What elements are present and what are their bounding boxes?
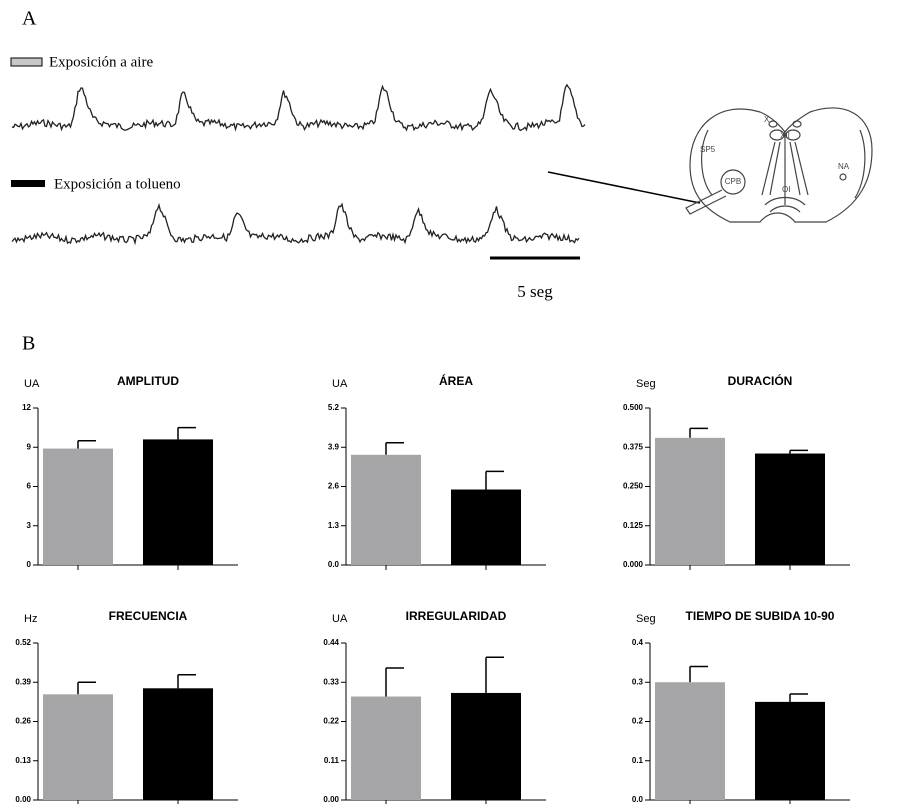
scale-bar-label: 5 seg bbox=[517, 282, 553, 301]
diagram-label: CPB bbox=[725, 177, 741, 186]
chart-title: DURACIÓN bbox=[728, 373, 793, 388]
bar bbox=[143, 688, 213, 800]
diagram-label: OI bbox=[782, 185, 790, 194]
y-tick-label: 0.4 bbox=[632, 638, 644, 647]
bar bbox=[451, 490, 521, 565]
y-tick-label: 3 bbox=[27, 521, 32, 530]
y-tick-label: 0.39 bbox=[15, 677, 31, 686]
y-tick-label: 2.6 bbox=[328, 482, 340, 491]
y-tick-label: 0.2 bbox=[632, 717, 644, 726]
y-tick-label: 0.11 bbox=[324, 756, 340, 765]
legend-swatch bbox=[11, 58, 42, 66]
diagram-label: SP5 bbox=[700, 145, 716, 154]
trace bbox=[12, 85, 585, 130]
bar bbox=[143, 439, 213, 565]
pointer-line bbox=[548, 172, 700, 203]
legend-swatch bbox=[11, 180, 45, 187]
y-axis-label: UA bbox=[332, 613, 348, 625]
legend-label: Exposición a tolueno bbox=[54, 176, 181, 192]
y-tick-label: 3.9 bbox=[328, 442, 340, 451]
diagram-label: X bbox=[764, 115, 770, 124]
chart-title: IRREGULARIDAD bbox=[406, 609, 507, 623]
legend-label: Exposición a aire bbox=[49, 54, 153, 70]
bar bbox=[655, 682, 725, 800]
y-tick-label: 0.000 bbox=[623, 560, 644, 569]
y-axis-label: Seg bbox=[636, 613, 656, 625]
y-tick-label: 6 bbox=[27, 482, 32, 491]
diagram-label: NA bbox=[838, 162, 850, 171]
panel-label: A bbox=[22, 8, 37, 30]
y-tick-label: 5.2 bbox=[328, 403, 340, 412]
chart-title: AMPLITUD bbox=[117, 374, 179, 388]
y-tick-label: 0.00 bbox=[323, 795, 339, 804]
bar bbox=[43, 449, 113, 565]
y-tick-label: 12 bbox=[22, 403, 31, 412]
bar bbox=[43, 694, 113, 800]
y-tick-label: 0.00 bbox=[15, 795, 31, 804]
y-tick-label: 0.13 bbox=[15, 756, 31, 765]
y-axis-label: Seg bbox=[636, 378, 656, 390]
bar bbox=[351, 455, 421, 565]
y-tick-label: 0.52 bbox=[15, 638, 31, 647]
bar bbox=[451, 693, 521, 800]
y-axis-label: Hz bbox=[24, 613, 37, 625]
y-axis-label: UA bbox=[24, 378, 40, 390]
panel-label: B bbox=[22, 333, 35, 355]
y-tick-label: 0.500 bbox=[623, 403, 644, 412]
y-tick-label: 0.125 bbox=[623, 521, 644, 530]
bar bbox=[755, 702, 825, 800]
trace bbox=[12, 204, 579, 243]
chart-title: TIEMPO DE SUBIDA 10-90 bbox=[686, 609, 835, 623]
bar bbox=[755, 454, 825, 565]
y-tick-label: 0.22 bbox=[323, 717, 339, 726]
y-tick-label: 0.44 bbox=[323, 638, 339, 647]
y-tick-label: 0.0 bbox=[328, 560, 340, 569]
y-tick-label: 0 bbox=[27, 560, 32, 569]
y-tick-label: 1.3 bbox=[328, 521, 340, 530]
y-tick-label: 9 bbox=[27, 442, 32, 451]
figure: A Exposición a aire Exposición a tolueno… bbox=[0, 0, 897, 804]
y-tick-label: 0.33 bbox=[323, 677, 339, 686]
y-axis-label: UA bbox=[332, 378, 348, 390]
chart-title: ÁREA bbox=[439, 373, 473, 388]
y-tick-label: 0.375 bbox=[623, 442, 644, 451]
bar bbox=[351, 697, 421, 800]
y-tick-label: 0.250 bbox=[623, 482, 644, 491]
bar bbox=[655, 438, 725, 565]
chart-title: FRECUENCIA bbox=[109, 609, 188, 623]
y-tick-label: 0.26 bbox=[15, 717, 31, 726]
y-tick-label: 0.3 bbox=[632, 677, 644, 686]
y-tick-label: 0.1 bbox=[632, 756, 644, 765]
diagram-label: XII bbox=[780, 131, 790, 140]
y-tick-label: 0.0 bbox=[632, 795, 644, 804]
